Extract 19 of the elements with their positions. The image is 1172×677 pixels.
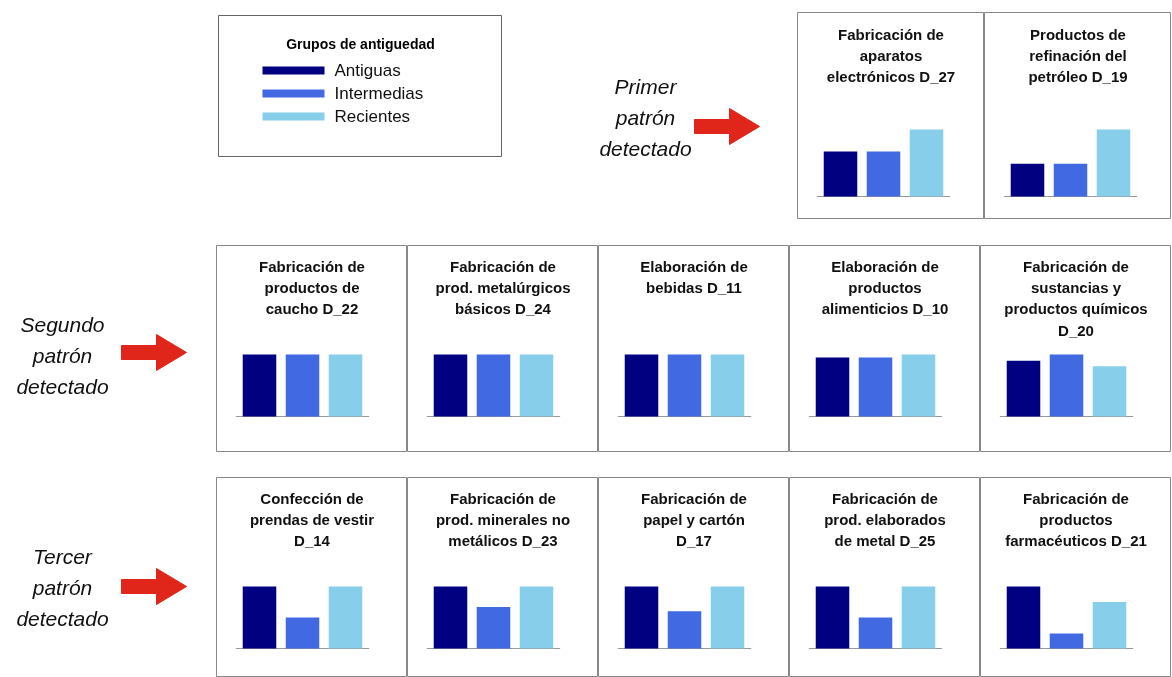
chart-title: Fabricación de prod. metalúrgicos básicos D_24	[435, 257, 571, 318]
legend-label: Recientes	[334, 107, 411, 126]
legend-label: Antiguas	[334, 61, 401, 80]
chart-title: Elaboración de bebidas D_11	[640, 257, 748, 297]
chart-title: Confección de prendas de vestir D_14	[249, 489, 375, 550]
chart-title: Fabricación de sustancias y productos químicos D_20	[1004, 257, 1148, 339]
legend-label: Intermedias	[334, 84, 424, 103]
chart-title: Fabricación de productos farmacéuticos D_21	[1005, 489, 1147, 550]
legend-title: Grupos de antiguedad	[286, 35, 435, 52]
text: Segundo patrón detectado	[16, 312, 109, 399]
chart-title: Fabricación de prod. elaborados de metal D_25	[824, 489, 946, 550]
chart-title: Elaboración de productos alimenticios D_10	[821, 257, 949, 318]
text: Tercer patrón detectado	[16, 544, 109, 631]
chart-title: Fabricación de papel y cartón D_17	[641, 489, 747, 550]
chart-title: Fabricación de aparatos electrónicos D_27	[826, 25, 956, 86]
text: Primer patrón detectado	[599, 74, 692, 161]
chart-title: Productos de refinación del petróleo D_19	[1028, 25, 1128, 86]
chart-title: Fabricación de prod. minerales no metálicos D_23	[435, 489, 571, 550]
chart-title: Fabricación de productos de caucho D_22	[259, 257, 365, 318]
